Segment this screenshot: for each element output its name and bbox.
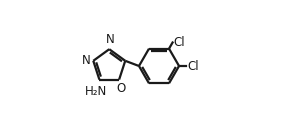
Text: H₂N: H₂N: [84, 85, 107, 98]
Text: Cl: Cl: [174, 36, 185, 49]
Text: N: N: [106, 33, 114, 46]
Text: N: N: [82, 54, 90, 67]
Text: Cl: Cl: [187, 60, 199, 72]
Text: O: O: [116, 82, 125, 95]
